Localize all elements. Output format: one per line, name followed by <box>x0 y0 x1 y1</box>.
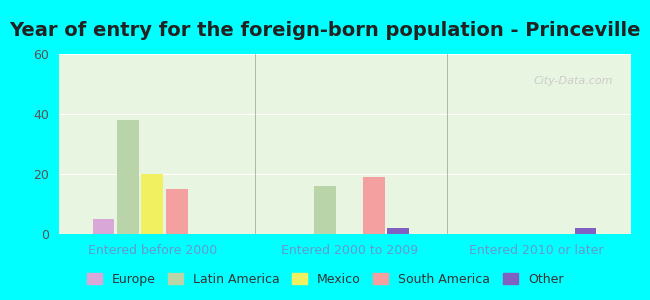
Text: City-Data.com: City-Data.com <box>534 76 614 85</box>
Bar <box>314 186 336 234</box>
Bar <box>92 219 114 234</box>
Bar <box>141 174 163 234</box>
Text: Year of entry for the foreign-born population - Princeville: Year of entry for the foreign-born popul… <box>9 20 641 40</box>
Bar <box>575 228 597 234</box>
Legend: Europe, Latin America, Mexico, South America, Other: Europe, Latin America, Mexico, South Ame… <box>81 268 569 291</box>
Bar <box>387 228 409 234</box>
Bar <box>117 120 139 234</box>
Bar <box>166 189 188 234</box>
Bar <box>363 177 385 234</box>
